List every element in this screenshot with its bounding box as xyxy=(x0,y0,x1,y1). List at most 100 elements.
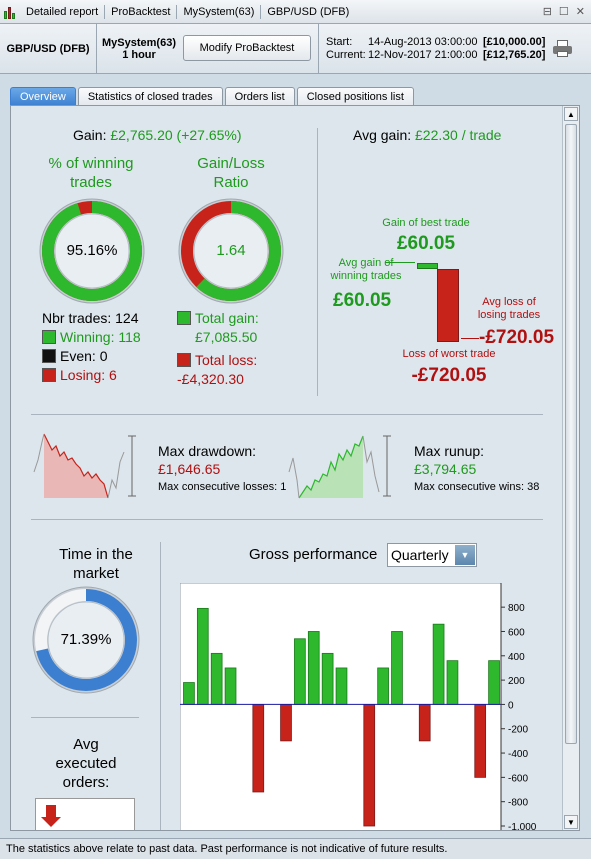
gain-line: Gain: £2,765.20 (+27.65%) xyxy=(73,127,242,143)
y-tick-label: 800 xyxy=(508,603,525,614)
avg-orders-title-line3: orders: xyxy=(62,774,110,791)
max-drawdown-value: £1,646.65 xyxy=(158,461,221,477)
ratio-title-line2: Ratio xyxy=(213,174,249,191)
y-tick-label: -200 xyxy=(508,725,528,736)
avg-orders-title-line2: executed xyxy=(55,755,117,772)
even-count: Even: 0 xyxy=(60,348,108,364)
footer-disclaimer: The statistics above relate to past data… xyxy=(0,838,591,859)
best-trade-label: Gain of best trade xyxy=(382,217,470,229)
time-market-title: Time in the market xyxy=(31,545,161,583)
bar-positive xyxy=(307,631,320,705)
current-label: Current: xyxy=(326,49,366,61)
bar-positive xyxy=(183,682,195,705)
modify-probacktest-button[interactable]: Modify ProBacktest xyxy=(183,35,311,61)
drawdown-sparkline xyxy=(33,433,136,499)
scrollbar-thumb[interactable] xyxy=(565,124,577,744)
bar-negative xyxy=(474,704,487,778)
restore-icon[interactable]: ⊟ xyxy=(542,6,552,18)
system-timeframe: 1 hour xyxy=(122,49,156,61)
winning-legend-square xyxy=(42,330,56,344)
avg-gain-label: Avg gain: xyxy=(353,127,412,143)
scroll-up-icon[interactable]: ▲ xyxy=(564,107,578,121)
avg-winning-label-line2: winning trades xyxy=(330,270,402,282)
maximize-icon[interactable]: ☐ xyxy=(558,6,569,18)
winning-pct: 95.16% xyxy=(66,242,118,259)
y-tick-label: 200 xyxy=(508,676,525,687)
time-market-title-line2: market xyxy=(73,565,119,582)
close-icon[interactable]: ✕ xyxy=(575,6,585,18)
winning-ring xyxy=(39,198,145,304)
chevron-down-icon[interactable]: ▼ xyxy=(455,545,475,565)
avg-gain-line: Avg gain: £22.30 / trade xyxy=(353,127,501,143)
date-range: Start: 14-Aug-2013 03:00:00 [£10,000.00] C… xyxy=(326,36,545,62)
time-market-title-line1: Time in the xyxy=(59,546,133,563)
avg-gain-value: £22.30 / trade xyxy=(415,127,502,143)
bar-positive xyxy=(488,660,500,705)
winning-title: % of winning trades xyxy=(36,154,146,192)
avg-orders-title-line1: Avg xyxy=(73,736,99,753)
gain-value: £2,765.20 (+27.65%) xyxy=(110,127,242,143)
gross-performance-chart: 800 600 400 200 0 -200 -400 -600 -800 -1,000 xyxy=(180,583,537,831)
avg-winning-bar xyxy=(417,263,438,269)
losing-count: Losing: 6 xyxy=(60,367,117,383)
ratio-title-line1: Gain/Loss xyxy=(197,155,265,172)
system-name: MySystem(63) xyxy=(102,37,176,49)
bar-negative xyxy=(363,704,376,827)
system-info: MySystem(63) 1 hour xyxy=(97,24,181,74)
total-loss-label: Total loss: xyxy=(195,352,258,368)
bar-positive xyxy=(224,667,237,705)
y-tick-label: -400 xyxy=(508,749,528,760)
start-label: Start: xyxy=(326,36,353,48)
bar-positive xyxy=(196,607,209,705)
avg-losing-bar xyxy=(437,269,459,342)
bar-positive xyxy=(446,660,459,705)
bar-positive xyxy=(294,638,306,705)
worst-trade-value: -£720.05 xyxy=(411,365,487,386)
title-item-system: MySystem(63) xyxy=(177,4,262,19)
tab-closed-positions[interactable]: Closed positions list xyxy=(296,87,414,106)
nbr-trades: Nbr trades: 124 xyxy=(42,310,139,326)
best-trade-value: £60.05 xyxy=(396,233,456,254)
start-value: [£10,000.00] xyxy=(483,36,546,48)
bar-negative xyxy=(418,704,431,742)
gross-performance-label: Gross performance xyxy=(249,546,378,563)
y-tick-label: 400 xyxy=(508,652,525,663)
avg-losing-label-line1: Avg loss of xyxy=(482,296,536,308)
y-tick-label: 0 xyxy=(508,700,514,711)
total-loss-square xyxy=(177,353,191,367)
winning-title-line1: % of winning xyxy=(48,155,134,172)
bar-negative xyxy=(280,704,292,742)
even-legend-square xyxy=(42,349,56,363)
printer-icon[interactable] xyxy=(553,40,573,58)
runup-sparkline xyxy=(288,435,391,499)
start-date: 14-Aug-2013 03:00:00 xyxy=(368,36,478,48)
bar-positive xyxy=(210,652,223,705)
scroll-down-icon[interactable]: ▼ xyxy=(564,815,578,829)
tab-orders[interactable]: Orders list xyxy=(224,87,295,106)
instrument-label: GBP/USD (DFB) xyxy=(0,24,97,74)
total-gain: £7,085.50 xyxy=(195,329,258,345)
y-tick-label: -1,000 xyxy=(508,822,537,831)
title-item-probacktest: ProBacktest xyxy=(105,4,178,19)
avg-winning-value: £60.05 xyxy=(333,290,392,311)
tab-statistics[interactable]: Statistics of closed trades xyxy=(77,87,223,106)
candlestick-icon xyxy=(4,5,18,19)
winning-count: Winning: 118 xyxy=(60,329,141,345)
bar-positive xyxy=(432,623,445,705)
trade-counts: Nbr trades: 124 Winning: 118 Even: 0 Los… xyxy=(42,309,141,385)
avg-losing-value: -£720.05 xyxy=(479,327,555,348)
vertical-scrollbar[interactable]: ▲ ▼ xyxy=(562,106,579,830)
period-select[interactable]: Quarterly ▼ xyxy=(387,543,477,567)
bar-positive xyxy=(321,652,334,705)
report-header: GBP/USD (DFB) MySystem(63) 1 hour Modify… xyxy=(0,24,591,74)
period-select-value: Quarterly xyxy=(391,547,449,563)
losing-legend-square xyxy=(42,368,56,382)
max-consec-losses: Max consecutive losses: 1 xyxy=(158,481,287,493)
y-tick-label: -600 xyxy=(508,773,528,784)
tab-overview[interactable]: Overview xyxy=(10,87,76,106)
bar-positive xyxy=(335,667,348,705)
worst-trade-label: Loss of worst trade xyxy=(402,348,496,360)
bar-positive xyxy=(391,631,403,705)
time-market-value: 71.39% xyxy=(60,631,112,648)
total-gain-label: Total gain: xyxy=(195,310,259,326)
